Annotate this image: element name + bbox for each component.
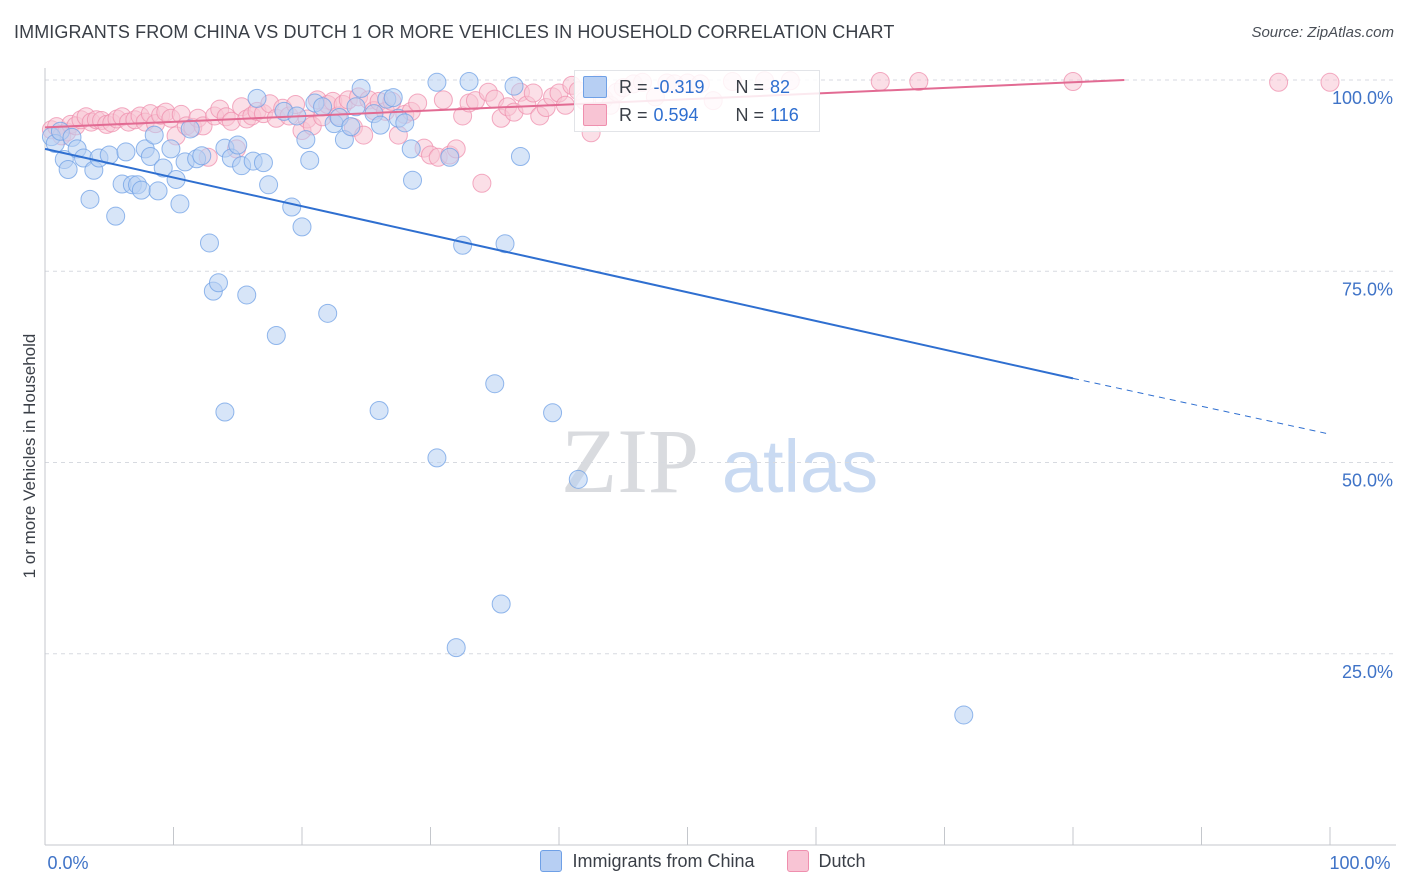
china-point-55 <box>341 117 361 137</box>
china-point-73 <box>495 234 515 254</box>
legend-dutch-swatch-icon <box>786 850 809 872</box>
china-point-50 <box>313 97 333 117</box>
dutch-point-71 <box>433 90 453 110</box>
china-point-74 <box>504 76 524 96</box>
legend-item-china[interactable]: Immigrants from China <box>540 850 755 872</box>
china-point-19 <box>140 147 160 166</box>
china-point-79 <box>369 400 389 420</box>
china-point-17 <box>131 180 151 200</box>
dutch-point-115 <box>1320 72 1340 92</box>
china-point-64 <box>401 139 421 159</box>
china-point-14 <box>116 142 136 162</box>
china-point-22 <box>153 158 173 178</box>
china-point-61 <box>383 88 403 108</box>
legend-dutch-label: Dutch <box>818 850 866 871</box>
china-point-63 <box>395 113 415 133</box>
series-china <box>41 72 974 725</box>
watermark-zip: ZIP <box>561 410 699 512</box>
china-point-35 <box>228 135 248 155</box>
china-point-48 <box>300 150 320 170</box>
china-n-value: 82 <box>770 76 791 97</box>
china-point-40 <box>253 153 273 173</box>
dutch-point-111 <box>870 72 890 92</box>
china-point-80 <box>427 448 447 468</box>
china-point-72 <box>491 594 511 614</box>
dutch-point-67 <box>408 93 428 113</box>
china-point-67 <box>440 147 460 167</box>
china-r-value: -0.319 <box>653 76 705 97</box>
china-point-70 <box>459 72 479 92</box>
china-point-42 <box>266 326 286 346</box>
china-swatch-icon <box>583 76 607 98</box>
source-credit: Source: ZipAtlas.com <box>1251 24 1394 41</box>
china-point-44 <box>282 197 302 217</box>
stats-box: R = -0.319 N = 82 R = 0.594 N = 116 <box>574 70 820 132</box>
china-point-57 <box>351 78 371 98</box>
legend-item-dutch[interactable]: Dutch <box>786 850 866 872</box>
x-tick-label-100: 100.0% <box>1329 853 1390 873</box>
china-point-75 <box>510 147 530 166</box>
dutch-r-label: R = <box>619 104 648 125</box>
y-tick-label-25: 25.0% <box>1342 662 1393 682</box>
legend-china-swatch-icon <box>540 850 563 872</box>
china-point-69 <box>453 235 473 255</box>
china-point-27 <box>180 119 200 139</box>
y-tick-label-50: 50.0% <box>1342 471 1393 491</box>
china-point-59 <box>370 115 390 135</box>
stats-row-china: R = -0.319 N = 82 <box>583 74 790 100</box>
china-point-56 <box>346 97 366 117</box>
china-point-41 <box>259 175 279 195</box>
china-point-76 <box>543 403 563 423</box>
watermark-atlas: atlas <box>722 425 878 508</box>
china-point-4 <box>58 160 78 180</box>
china-point-25 <box>170 194 190 214</box>
china-point-29 <box>192 146 212 166</box>
china-point-21 <box>148 181 168 201</box>
china-trend-line-extension <box>1072 377 1331 435</box>
china-point-20 <box>144 125 164 145</box>
china-point-66 <box>427 72 447 92</box>
china-point-39 <box>247 88 267 108</box>
legend-china-label: Immigrants from China <box>572 850 755 871</box>
china-point-78 <box>215 402 235 422</box>
china-trend-line <box>44 147 1074 380</box>
dutch-point-114 <box>1269 72 1289 92</box>
china-point-23 <box>161 139 181 159</box>
china-point-65 <box>403 170 423 190</box>
china-n-label: N = <box>735 76 765 97</box>
china-point-32 <box>208 273 228 293</box>
dutch-n-label: N = <box>735 104 765 125</box>
china-point-46 <box>292 217 312 237</box>
dutch-point-112 <box>909 72 929 92</box>
y-tick-label-75: 75.0% <box>1342 279 1393 299</box>
x-tick-label-0: 0.0% <box>47 853 88 873</box>
dutch-swatch-icon <box>583 104 607 126</box>
dutch-point-77 <box>472 173 492 193</box>
china-point-81 <box>954 705 974 725</box>
china-point-68 <box>446 638 466 658</box>
china-r-label: R = <box>619 76 648 97</box>
china-point-71 <box>485 374 505 394</box>
china-point-30 <box>199 233 219 253</box>
dutch-r-value: 0.594 <box>653 104 699 125</box>
china-point-37 <box>237 285 257 305</box>
legend: Immigrants from China Dutch <box>0 850 1406 872</box>
dutch-n-value: 116 <box>770 104 799 125</box>
china-point-51 <box>318 303 338 323</box>
stats-row-dutch: R = 0.594 N = 116 <box>583 102 799 128</box>
y-tick-label-100: 100.0% <box>1332 88 1393 108</box>
china-point-77 <box>568 469 588 489</box>
china-point-12 <box>106 206 126 226</box>
china-point-8 <box>80 189 100 209</box>
chart-title: IMMIGRANTS FROM CHINA VS DUTCH 1 OR MORE… <box>14 22 895 42</box>
china-point-47 <box>296 130 316 150</box>
dutch-point-85 <box>523 83 543 103</box>
